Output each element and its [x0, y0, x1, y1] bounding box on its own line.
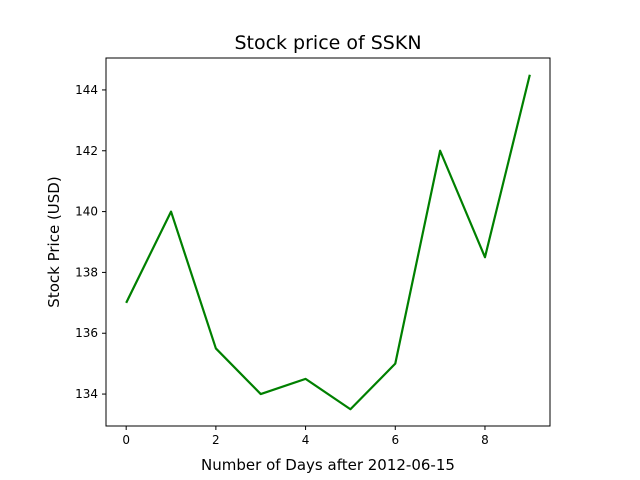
y-tick-label: 144: [75, 83, 98, 97]
x-axis-title: Number of Days after 2012-06-15: [201, 456, 455, 474]
y-axis-ticks: 134 136 138 140 142 144: [75, 83, 106, 401]
x-tick-label: 0: [122, 433, 130, 447]
x-tick-label: 6: [391, 433, 399, 447]
x-axis-ticks: 0 2 4 6 8: [122, 426, 489, 447]
x-tick-label: 8: [481, 433, 489, 447]
y-tick-label: 140: [75, 205, 98, 219]
plot-frame: [105, 57, 551, 427]
y-axis-title: Stock Price (USD): [45, 176, 63, 307]
y-tick-label: 142: [75, 144, 98, 158]
chart-title: Stock price of SSKN: [234, 32, 421, 54]
y-tick-label: 138: [75, 265, 98, 279]
y-tick-label: 134: [75, 387, 98, 401]
series-line: [125, 74, 531, 411]
y-tick-label: 136: [75, 326, 98, 340]
plot-area: [125, 74, 531, 411]
x-tick-label: 2: [212, 433, 220, 447]
x-tick-label: 4: [302, 433, 310, 447]
